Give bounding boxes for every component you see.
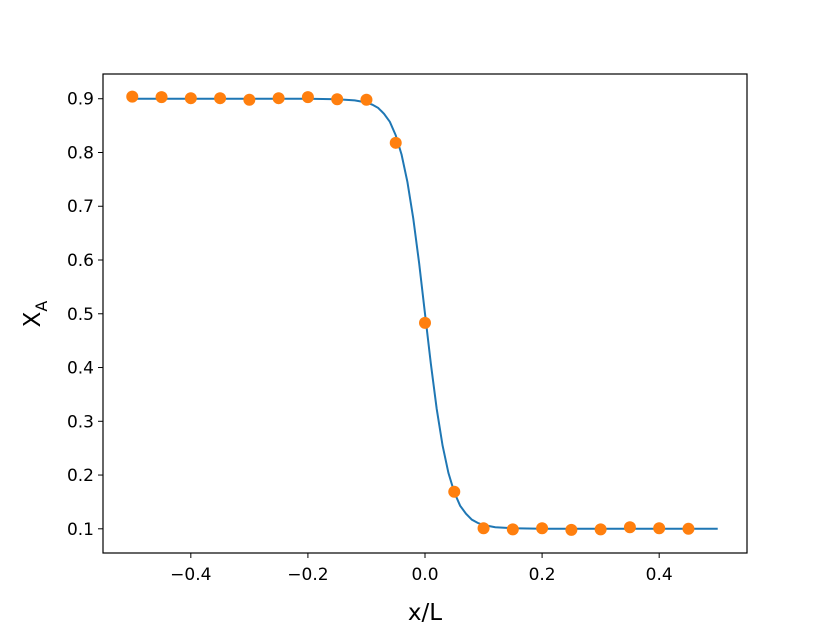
y-tick-label: 0.4 <box>67 359 94 379</box>
data-point <box>272 92 285 105</box>
y-tick-label: 0.5 <box>67 305 94 325</box>
data-point <box>126 90 139 103</box>
data-point <box>155 91 168 104</box>
data-point <box>594 523 607 536</box>
data-point <box>682 522 695 535</box>
data-point <box>536 522 549 535</box>
data-point <box>477 522 490 535</box>
data-point <box>184 92 197 105</box>
y-tick-label: 0.1 <box>67 520 94 540</box>
y-tick-label: 0.6 <box>67 251 94 271</box>
y-axis-label-main: X <box>20 311 46 327</box>
x-tick-label: 0.0 <box>411 565 438 585</box>
data-line <box>132 97 718 530</box>
y-tick-label: 0.9 <box>67 90 94 110</box>
x-tick-label: −0.2 <box>287 565 328 585</box>
y-tick-label: 0.2 <box>67 466 94 486</box>
data-point <box>419 316 431 329</box>
data-point <box>623 521 636 534</box>
data-point <box>448 485 461 498</box>
x-tick-label: 0.2 <box>529 565 556 585</box>
data-point <box>214 92 227 105</box>
data-point <box>565 523 578 536</box>
y-tick-label: 0.7 <box>67 197 94 217</box>
data-point <box>653 522 666 535</box>
data-point <box>331 93 344 106</box>
y-tick-label: 0.3 <box>67 412 94 432</box>
data-point <box>506 523 519 536</box>
data-point <box>389 136 402 149</box>
data-point <box>301 91 314 104</box>
y-axis-label: XA <box>20 301 51 328</box>
plot-frame <box>102 73 748 554</box>
x-tick-label: −0.4 <box>170 565 211 585</box>
y-tick-label: 0.8 <box>67 143 94 163</box>
data-point <box>360 93 373 106</box>
data-point <box>243 93 256 106</box>
y-axis-label-sub: A <box>32 301 51 312</box>
x-axis-label: x/L <box>408 600 442 623</box>
x-tick-label: 0.4 <box>646 565 673 585</box>
